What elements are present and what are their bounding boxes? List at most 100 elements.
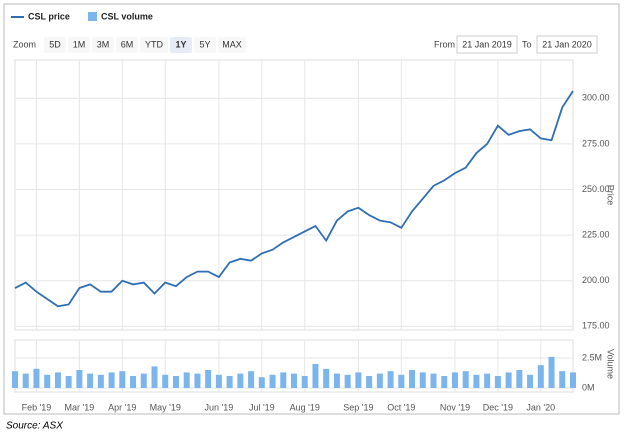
volume-bar	[194, 373, 201, 388]
volume-bar	[237, 373, 244, 388]
y2-tick-label: 2.5M	[582, 352, 602, 362]
volume-bar	[151, 366, 158, 388]
zoom-button[interactable]	[170, 37, 192, 53]
y-tick-label: 300.00	[582, 93, 610, 103]
zoom-button[interactable]	[140, 37, 168, 53]
volume-bar	[462, 371, 469, 388]
volume-bar	[87, 373, 94, 388]
x-tick-label: Feb '19	[22, 402, 52, 412]
volume-bar	[76, 370, 83, 388]
to-date[interactable]: 21 Jan 2020	[542, 39, 592, 49]
volume-bar	[516, 370, 523, 388]
x-tick-label: May '19	[150, 402, 181, 412]
zoom-label: Zoom	[13, 39, 36, 49]
volume-bar	[441, 376, 448, 388]
source: Source: ASX	[6, 421, 63, 432]
volume-bar	[366, 376, 373, 388]
price-line	[14, 90, 574, 308]
x-tick-label: Mar '19	[65, 402, 95, 412]
volume-bar	[387, 371, 394, 388]
volume-panel	[14, 339, 574, 393]
volume-bar	[258, 377, 265, 388]
x-tick-label: Nov '19	[440, 402, 470, 412]
zoom-button[interactable]	[116, 37, 138, 53]
zoom-button-label[interactable]: 5D	[49, 39, 61, 49]
price-panel	[14, 59, 574, 331]
y-axis-label: Price	[606, 185, 616, 206]
zoom-button-label[interactable]: MAX	[222, 39, 242, 49]
volume-bar	[484, 373, 491, 388]
zoom-button-label[interactable]: 1M	[73, 39, 86, 49]
y-tick-label: 275.00	[582, 138, 610, 148]
zoom-button[interactable]	[44, 37, 66, 53]
volume-bar	[119, 371, 126, 388]
x-tick-label: Apr '19	[108, 402, 136, 412]
from-date[interactable]: 21 Jan 2019	[462, 39, 512, 49]
y-tick-label: 175.00	[582, 321, 610, 331]
zoom-button-label[interactable]: YTD	[145, 39, 164, 49]
zoom-button-label[interactable]: 1Y	[175, 39, 186, 49]
volume-bar	[205, 370, 212, 388]
volume-bar	[527, 374, 534, 388]
volume-bar	[130, 376, 137, 388]
x-tick-label: Aug '19	[290, 402, 320, 412]
volume-bar	[215, 374, 222, 388]
x-tick-label: Dec '19	[483, 402, 513, 412]
legend-label[interactable]: CSL volume	[101, 11, 153, 21]
volume-bar	[97, 374, 104, 388]
zoom-button[interactable]	[194, 37, 216, 53]
volume-bar	[108, 372, 115, 388]
chart-frame	[3, 3, 620, 415]
volume-bar	[172, 376, 179, 388]
volume-bar	[409, 370, 416, 388]
volume-bar	[473, 374, 480, 388]
x-tick-label: Sep '19	[343, 402, 373, 412]
volume-bar	[248, 371, 255, 388]
volume-bar	[323, 368, 330, 388]
volume-bar	[280, 372, 287, 388]
volume-bar	[12, 371, 18, 388]
y2-tick-label: 0M	[582, 382, 595, 392]
zoom-button-label[interactable]: 3M	[97, 39, 110, 49]
volume-bar	[537, 365, 544, 388]
volume-bar	[33, 368, 40, 388]
to-input[interactable]	[536, 35, 598, 54]
volume-bar	[355, 372, 362, 388]
volume-bar	[269, 374, 276, 388]
volume-bar	[54, 372, 61, 388]
volume-bar	[312, 364, 319, 388]
from-input[interactable]	[456, 35, 518, 54]
volume-bar	[140, 373, 147, 388]
x-tick-label: Jan '20	[526, 402, 555, 412]
zoom-button-label[interactable]: 5Y	[199, 39, 210, 49]
y-tick-label: 250.00	[582, 184, 610, 194]
volume-bar	[344, 374, 351, 388]
volume-bar	[430, 373, 437, 388]
x-tick-label: Jul '19	[249, 402, 275, 412]
volume-bar	[570, 372, 576, 388]
zoom-button[interactable]	[68, 37, 90, 53]
to-label: To	[522, 39, 532, 49]
y2-axis-label: Volume	[606, 349, 616, 379]
volume-bar	[162, 374, 169, 388]
volume-bar	[398, 374, 405, 388]
volume-bar	[291, 373, 297, 388]
legend-swatch	[88, 12, 97, 21]
volume-bar	[22, 373, 29, 388]
legend-label[interactable]: CSL price	[28, 11, 70, 21]
volume-bar	[451, 372, 458, 388]
zoom-button[interactable]	[218, 37, 246, 53]
zoom-button-label[interactable]: 6M	[121, 39, 134, 49]
volume-bar	[333, 373, 340, 388]
volume-bar	[548, 356, 555, 388]
y-tick-label: 200.00	[582, 275, 610, 285]
volume-bar	[419, 372, 426, 388]
y-tick-label: 225.00	[582, 230, 610, 240]
zoom-button[interactable]	[92, 37, 114, 53]
from-label: From	[434, 39, 455, 49]
volume-bar	[505, 372, 512, 388]
volume-bar	[301, 376, 308, 388]
volume-bar	[65, 376, 72, 388]
x-tick-label: Oct '19	[387, 402, 415, 412]
